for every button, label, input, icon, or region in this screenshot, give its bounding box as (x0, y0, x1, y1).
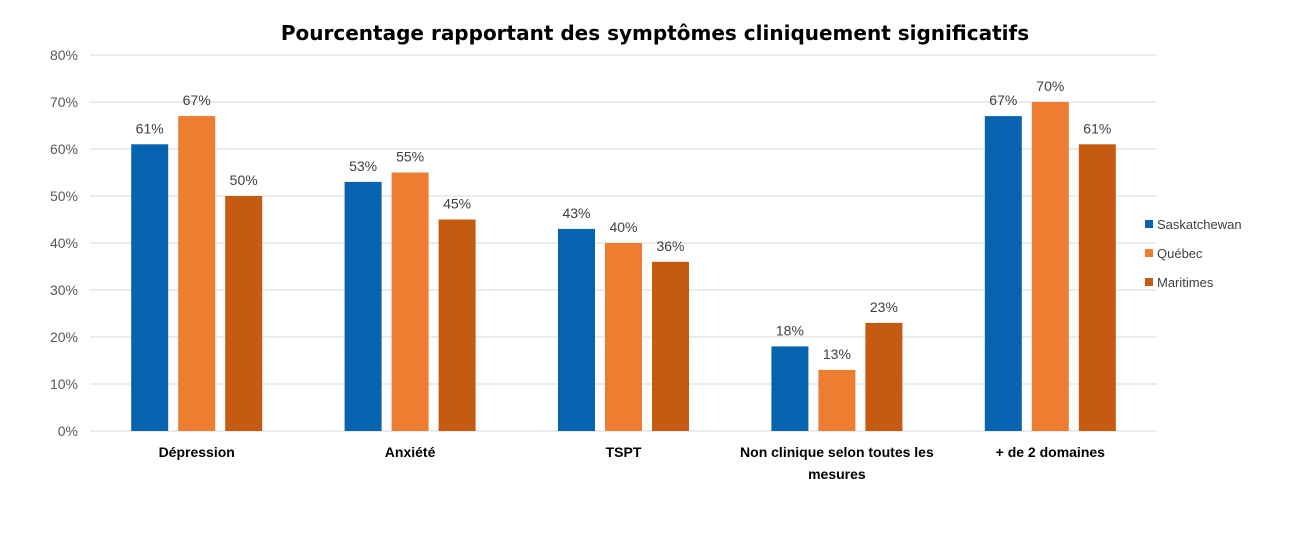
bar (558, 228, 595, 431)
bar (818, 369, 856, 431)
bar (131, 144, 169, 432)
y-tick-label: 60% (50, 141, 78, 157)
data-label: 70% (1036, 78, 1064, 94)
bar (438, 219, 476, 431)
data-label: 43% (562, 205, 590, 221)
data-label: 50% (230, 172, 258, 188)
data-label: 53% (349, 158, 377, 174)
bar (344, 181, 382, 431)
data-labels: 61% 67% 50% 53% 55% 45% 43% 40% 36% 18% 13% 23% 67% 7… (136, 78, 1112, 362)
y-tick-label: 40% (50, 235, 78, 251)
y-tick-label: 10% (50, 376, 78, 392)
x-axis-categories: Dépression Anxiété TSPT Non clinique selon … (159, 444, 1106, 482)
bar (391, 172, 429, 431)
category-label: Non clinique selon toutes les mesures (740, 444, 934, 482)
bar (984, 116, 1022, 431)
legend-label: Québec (1157, 246, 1203, 261)
bars (131, 102, 1116, 432)
y-tick-label: 70% (50, 94, 78, 110)
legend-label: Saskatchewan (1157, 217, 1242, 232)
data-label: 61% (136, 120, 164, 136)
category-label: + de 2 domaines (996, 444, 1106, 460)
legend: Saskatchewan Québec Maritimes (1145, 217, 1242, 290)
bar (178, 116, 216, 431)
bar (1031, 102, 1069, 431)
bar (605, 243, 642, 431)
bar (865, 322, 903, 431)
legend-swatch (1145, 220, 1153, 228)
y-tick-label: 80% (50, 47, 78, 63)
category-label: Anxiété (385, 444, 436, 460)
data-label: 23% (870, 299, 898, 315)
bar (771, 346, 809, 431)
category-label: Dépression (159, 444, 235, 460)
data-label: 45% (443, 196, 471, 212)
y-tick-label: 50% (50, 188, 78, 204)
y-axis-ticks: 0% 10% 20% 30% 40% 50% 60% 70% 80% (50, 47, 78, 439)
data-label: 36% (656, 238, 684, 254)
legend-label: Maritimes (1157, 275, 1214, 290)
category-label: TSPT (606, 444, 642, 460)
bar (225, 196, 263, 431)
data-label: 40% (609, 219, 637, 235)
data-label: 13% (823, 346, 851, 362)
bar (652, 261, 689, 431)
legend-swatch (1145, 249, 1153, 257)
data-label: 67% (183, 92, 211, 108)
legend-swatch (1145, 278, 1153, 286)
y-tick-label: 30% (50, 282, 78, 298)
y-tick-label: 20% (50, 329, 78, 345)
y-tick-label: 0% (58, 423, 78, 439)
chart-title: Pourcentage rapportant des symptômes cli… (281, 21, 1029, 45)
bar (1078, 144, 1116, 432)
data-label: 55% (396, 149, 424, 165)
data-label: 67% (989, 92, 1017, 108)
data-label: 18% (776, 322, 804, 338)
data-label: 61% (1083, 120, 1111, 136)
